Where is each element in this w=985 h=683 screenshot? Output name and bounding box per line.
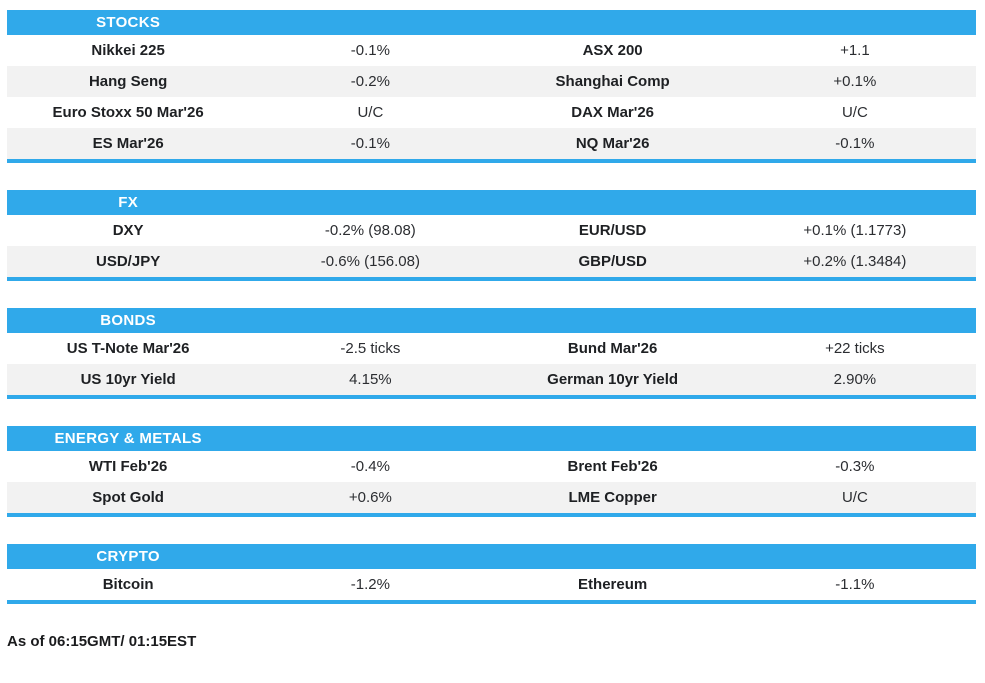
instrument-change: U/C	[841, 104, 868, 121]
instrument-change: -0.3%	[835, 458, 875, 475]
instrument-change: 4.15%	[349, 371, 392, 388]
market-section: FX DXY -0.2% (98.08) EUR/USD +0.1% (1.17…	[7, 190, 976, 281]
table-row: DXY -0.2% (98.08) EUR/USD +0.1% (1.1773)	[7, 215, 976, 246]
table-row: ES Mar'26 -0.1% NQ Mar'26 -0.1%	[7, 128, 976, 159]
instrument-name: Bitcoin	[102, 576, 154, 593]
instrument-name: NQ Mar'26	[575, 135, 650, 152]
instrument-change: -0.1%	[835, 135, 875, 152]
instrument-change: -1.1%	[835, 576, 875, 593]
instrument-change: U/C	[357, 104, 384, 121]
table-row: USD/JPY -0.6% (156.08) GBP/USD +0.2% (1.…	[7, 246, 976, 277]
instrument-name: WTI Feb'26	[88, 458, 168, 475]
instrument-change: -0.1%	[350, 135, 390, 152]
section-header: ENERGY & METALS	[7, 426, 976, 451]
instrument-change: +0.1%	[833, 73, 877, 90]
section-title: BONDS	[100, 312, 156, 329]
instrument-name: Euro Stoxx 50 Mar'26	[52, 104, 204, 121]
instrument-change: -0.2%	[350, 73, 390, 90]
instrument-name: DXY	[112, 222, 144, 239]
instrument-name: LME Copper	[568, 489, 657, 506]
instrument-name: ASX 200	[582, 42, 643, 59]
instrument-name: Nikkei 225	[91, 42, 165, 59]
section-header: FX	[7, 190, 976, 215]
instrument-name: German 10yr Yield	[547, 371, 679, 388]
instrument-change: 2.90%	[833, 371, 877, 388]
instrument-name: Hang Seng	[88, 73, 168, 90]
instrument-name: Bund Mar'26	[567, 340, 658, 357]
instrument-name: DAX Mar'26	[571, 104, 654, 121]
instrument-name: ES Mar'26	[92, 135, 164, 152]
instrument-change: -0.2% (98.08)	[324, 222, 416, 239]
market-section: STOCKS Nikkei 225 -0.1% ASX 200 +1.1 Han…	[7, 10, 976, 163]
table-row: Nikkei 225 -0.1% ASX 200 +1.1	[7, 35, 976, 66]
instrument-change: +22 ticks	[825, 340, 885, 357]
instrument-change: -0.4%	[350, 458, 390, 475]
section-header: CRYPTO	[7, 544, 976, 569]
instrument-change: +1.1	[840, 42, 870, 59]
instrument-change: -2.5 ticks	[340, 340, 401, 357]
table-row: Spot Gold +0.6% LME Copper U/C	[7, 482, 976, 513]
instrument-name: USD/JPY	[96, 253, 161, 270]
table-row: Euro Stoxx 50 Mar'26 U/C DAX Mar'26 U/C	[7, 97, 976, 128]
instrument-change: -0.6% (156.08)	[320, 253, 420, 270]
market-summary-table: STOCKS Nikkei 225 -0.1% ASX 200 +1.1 Han…	[7, 10, 976, 604]
instrument-change: -0.1%	[350, 42, 390, 59]
section-title: ENERGY & METALS	[54, 430, 202, 447]
instrument-change: +0.2% (1.3484)	[803, 253, 907, 270]
instrument-change: U/C	[841, 489, 868, 506]
instrument-name: Brent Feb'26	[567, 458, 658, 475]
timestamp: As of 06:15GMT/ 01:15EST	[7, 633, 197, 650]
instrument-name: US 10yr Yield	[80, 371, 176, 388]
section-header: BONDS	[7, 308, 976, 333]
instrument-change: +0.6%	[348, 489, 392, 506]
section-title: FX	[118, 194, 139, 211]
instrument-change: +0.1% (1.1773)	[803, 222, 907, 239]
market-section: ENERGY & METALS WTI Feb'26 -0.4% Brent F…	[7, 426, 976, 517]
instrument-name: GBP/USD	[578, 253, 647, 270]
instrument-name: Ethereum	[578, 576, 648, 593]
section-header: STOCKS	[7, 10, 976, 35]
instrument-name: EUR/USD	[578, 222, 647, 239]
instrument-name: Shanghai Comp	[555, 73, 670, 90]
market-section: BONDS US T-Note Mar'26 -2.5 ticks Bund M…	[7, 308, 976, 399]
instrument-change: -1.2%	[350, 576, 390, 593]
table-row: Bitcoin -1.2% Ethereum -1.1%	[7, 569, 976, 600]
table-row: US 10yr Yield 4.15% German 10yr Yield 2.…	[7, 364, 976, 395]
instrument-name: Spot Gold	[92, 489, 164, 506]
instrument-name: US T-Note Mar'26	[66, 340, 190, 357]
section-title: STOCKS	[96, 14, 161, 31]
section-title: CRYPTO	[96, 548, 160, 565]
table-row: US T-Note Mar'26 -2.5 ticks Bund Mar'26 …	[7, 333, 976, 364]
table-row: Hang Seng -0.2% Shanghai Comp +0.1%	[7, 66, 976, 97]
table-row: WTI Feb'26 -0.4% Brent Feb'26 -0.3%	[7, 451, 976, 482]
market-section: CRYPTO Bitcoin -1.2% Ethereum -1.1%	[7, 544, 976, 604]
